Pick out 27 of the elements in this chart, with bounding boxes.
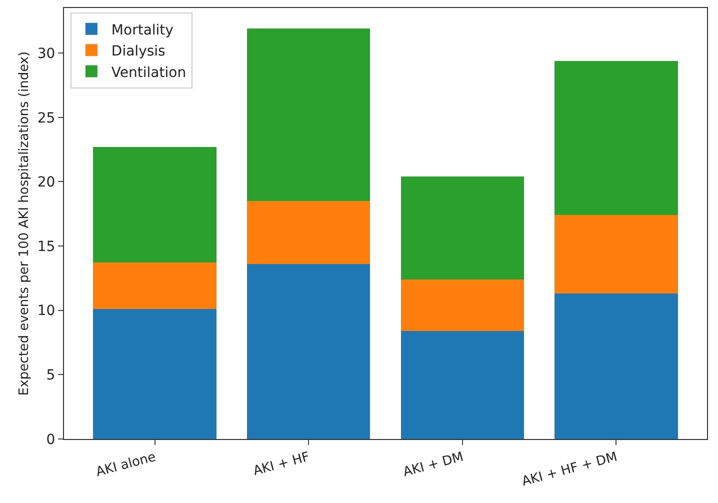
bar xyxy=(554,294,678,439)
x-tick-label: AKI + HF + DM xyxy=(520,450,619,490)
bar xyxy=(400,330,524,439)
y-tick-label: 10 xyxy=(37,303,56,320)
bar xyxy=(93,262,216,310)
y-tick-label: 30 xyxy=(37,46,56,62)
legend-label: Dialysis xyxy=(111,44,166,60)
y-tick-label: 20 xyxy=(37,174,56,191)
bar xyxy=(400,279,524,331)
x-tick-label: AKI alone xyxy=(94,450,158,480)
y-tick-label: 5 xyxy=(46,368,56,384)
bar xyxy=(400,176,524,280)
bar xyxy=(554,60,678,216)
y-tick-label: 25 xyxy=(37,110,56,126)
y-axis-title: Expected events per 100 AKI hospitalizations (index) xyxy=(17,51,32,396)
y-tick-label: 0 xyxy=(46,432,56,448)
bar xyxy=(93,146,216,263)
bar xyxy=(247,200,370,264)
x-tick-label: AKI + HF xyxy=(252,450,312,480)
bar xyxy=(554,215,678,294)
bar xyxy=(247,264,370,439)
bar xyxy=(247,28,370,201)
legend-label: Ventilation xyxy=(111,64,186,81)
bar xyxy=(93,309,216,439)
y-tick-label: 15 xyxy=(37,238,56,255)
x-tick-label: AKI + DM xyxy=(402,450,466,480)
legend-label: Mortality xyxy=(111,22,174,38)
